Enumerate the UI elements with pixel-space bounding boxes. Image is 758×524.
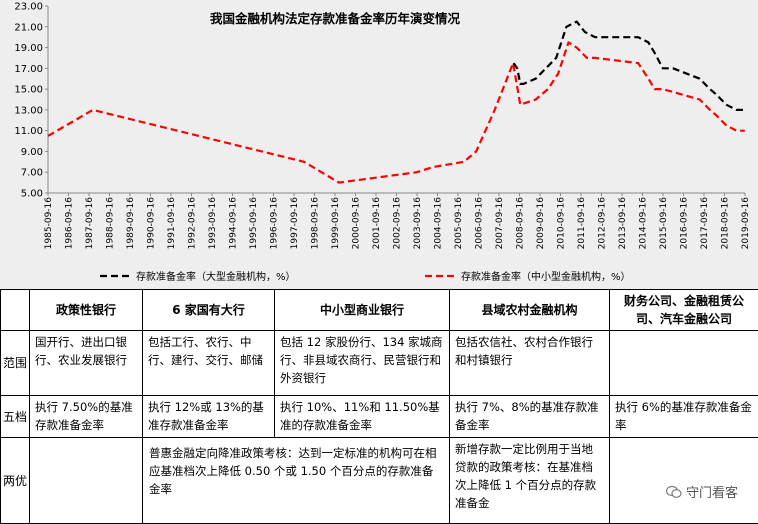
x-tick-label: 1996-09-16	[270, 197, 280, 250]
x-tick-label: 1988-09-16	[106, 197, 116, 250]
x-tick-label: 2000-09-16	[352, 197, 362, 250]
watermark-text: 守门看客	[685, 486, 738, 501]
table-cell: 执行 7%、8%的基准存款准备金率	[449, 395, 610, 438]
table-header-small-medium: 中小型商业银行	[274, 289, 450, 331]
y-tick-label: 21.00	[14, 22, 43, 33]
x-tick-label: 2009-09-16	[536, 197, 546, 250]
table-row-tiers: 五档 执行 7.50%的基准存款准备金率 执行 12%或 13%的基准存款准备金…	[0, 395, 758, 438]
y-tick-label: 23.00	[14, 2, 43, 13]
chart-area: 我国金融机构法定存款准备金率历年演变情况 5.00 7.00 9.00 11.00 13…	[0, 0, 758, 290]
table-row-preferences: 两优 普惠金融定向降准政策考核：达到一定标准的机构可在相应基准档次上降低 0.5…	[0, 437, 758, 524]
legend-label-small: 存款准备金率（中小型金融机构，%）	[461, 270, 631, 283]
x-tick-label: 1989-09-16	[126, 197, 136, 250]
x-tick-label: 1994-09-16	[229, 197, 239, 250]
row-label-tiers: 五档	[0, 395, 30, 438]
x-tick-label: 1998-09-16	[311, 197, 321, 250]
x-tick-label: 2017-09-16	[700, 197, 710, 250]
table-cell-county-loans: 新增存款一定比例用于当地贷款的政策考核：在基准档次上降低 1 个百分点的存款准备…	[449, 437, 610, 524]
y-tick-label: 13.00	[14, 105, 43, 116]
x-tick-label: 1987-09-16	[85, 197, 95, 250]
x-tick-label: 2011-09-16	[577, 197, 587, 250]
table-header-finance-companies: 财务公司、金融租赁公司、汽车金融公司	[609, 289, 758, 331]
x-tick-label: 1995-09-16	[249, 197, 259, 250]
table-cell: 国开行、进出口银行、农业发展银行	[29, 330, 143, 396]
x-tick-label: 2008-09-16	[516, 197, 526, 250]
table-cell: 执行 7.50%的基准存款准备金率	[29, 395, 143, 438]
table-header-row: 政策性银行 6 家国有大行 中小型商业银行 县域农村金融机构 财务公司、金融租赁…	[0, 289, 758, 331]
table-cell: 执行 10%、11%和 11.50%基准的存款准备金率	[274, 395, 450, 438]
x-tick-label: 2016-09-16	[680, 197, 690, 250]
table-cell: 包括农信社、农村合作银行和村镇银行	[449, 330, 610, 396]
x-tick-label: 1990-09-16	[147, 197, 157, 250]
table-row-scope: 范围 国开行、进出口银行、农业发展银行 包括工行、农行、中行、建行、交行、邮储 …	[0, 330, 758, 396]
watermark: 守门看客	[665, 482, 738, 501]
x-tick-label: 2002-09-16	[393, 197, 403, 250]
table-cell	[609, 437, 758, 524]
legend-label-large: 存款准备金率（大型金融机构，%）	[136, 270, 296, 283]
table-cell-inclusive-finance: 普惠金融定向降准政策考核：达到一定标准的机构可在相应基准档次上降低 0.50 个…	[142, 437, 450, 524]
table-cell: 执行 12%或 13%的基准存款准备金率	[142, 395, 275, 438]
x-tick-label: 2012-09-16	[598, 197, 608, 250]
y-tick-label: 9.00	[21, 147, 43, 158]
y-tick-label: 19.00	[14, 43, 43, 54]
x-tick-label: 1993-09-16	[208, 197, 218, 250]
table-cell: 执行 6%的基准存款准备金率	[609, 395, 758, 438]
x-tick-label: 1997-09-16	[290, 197, 300, 250]
x-tick-label: 2006-09-16	[475, 197, 485, 250]
x-tick-label: 2015-09-16	[659, 197, 669, 250]
x-tick-label: 1991-09-16	[167, 197, 177, 250]
plot-layer: 5.00 7.00 9.00 11.00 13.00 15.00 17.00 19.00 21.…	[14, 2, 751, 250]
table-cell: 包括 12 家股份行、134 家城商行、非县域农商行、民营银行和外资银行	[274, 330, 450, 396]
x-tick-label: 2005-09-16	[454, 197, 464, 250]
reserve-ratio-chart: 我国金融机构法定存款准备金率历年演变情况 5.00 7.00 9.00 11.00 13…	[14, 2, 751, 284]
x-tick-label: 2018-09-16	[721, 197, 731, 250]
y-tick-label: 17.00	[14, 64, 43, 75]
y-tick-label: 15.00	[14, 85, 43, 96]
table-header-county-rural: 县域农村金融机构	[449, 289, 610, 331]
series-line-small-institutions	[47, 41, 745, 184]
table-header-policy-banks: 政策性银行	[29, 289, 143, 331]
x-tick-label: 2013-09-16	[618, 197, 628, 250]
x-tick-label: 1999-09-16	[331, 197, 341, 250]
row-label-preferences: 两优	[0, 437, 30, 524]
table-cell: 包括工行、农行、中行、建行、交行、邮储	[142, 330, 275, 396]
x-tick-label: 2003-09-16	[413, 197, 423, 250]
x-tick-label: 2019-09-16	[741, 197, 751, 250]
series-line-large-institutions	[512, 20, 745, 112]
y-tick-label: 11.00	[14, 126, 43, 137]
chart-title: 我国金融机构法定存款准备金率历年演变情况	[210, 11, 461, 26]
x-tick-label: 2001-09-16	[372, 197, 382, 250]
x-tick-label: 1985-09-16	[44, 197, 54, 250]
legend: 存款准备金率（大型金融机构，%） 存款准备金率（中小型金融机构，%）	[100, 270, 631, 283]
x-tick-label: 2007-09-16	[495, 197, 505, 250]
table-cell	[29, 437, 143, 524]
reserve-policy-table: 政策性银行 6 家国有大行 中小型商业银行 县域农村金融机构 财务公司、金融租赁…	[0, 289, 758, 524]
table-cell	[609, 330, 758, 396]
x-tick-label: 2014-09-16	[639, 197, 649, 250]
table-header-big-six: 6 家国有大行	[142, 289, 275, 331]
x-tick-label: 1992-09-16	[188, 197, 198, 250]
x-tick-label: 2004-09-16	[434, 197, 444, 250]
table-header-corner	[0, 289, 30, 331]
x-tick-label: 1986-09-16	[65, 197, 75, 250]
y-tick-label: 5.00	[21, 189, 43, 200]
x-tick-label: 2010-09-16	[557, 197, 567, 250]
row-label-scope: 范围	[0, 330, 30, 396]
wechat-icon	[665, 485, 682, 498]
y-tick-label: 7.00	[21, 168, 43, 179]
